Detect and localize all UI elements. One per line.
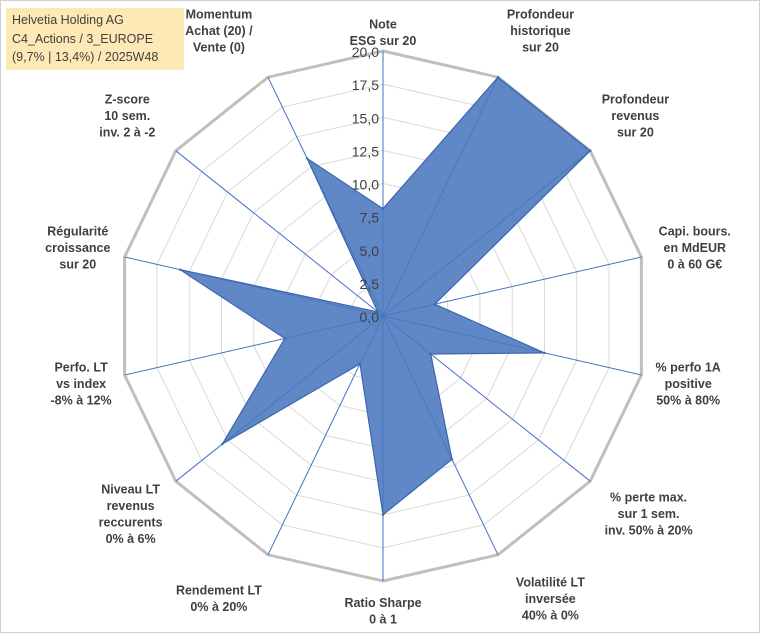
tick-label: 7,5 bbox=[360, 210, 380, 226]
axis-label-line: Ratio Sharpe bbox=[344, 596, 421, 610]
axis-label-line: Niveau LT bbox=[101, 482, 160, 496]
axis-label: % perfo 1A positive 50% à 80% bbox=[656, 360, 721, 407]
axis-label: Momentum Achat (20) / Vente (0) bbox=[185, 8, 253, 55]
axis-spoke bbox=[175, 150, 384, 317]
axis-label: Profondeur revenus sur 20 bbox=[602, 92, 669, 139]
axis-label-line: 0% à 6% bbox=[106, 532, 156, 546]
axis-label-line: Perfo. LT bbox=[54, 360, 108, 374]
axis-label-line: croissance bbox=[45, 241, 110, 255]
series-point bbox=[381, 207, 385, 210]
axis-label-line: 0 à 1 bbox=[369, 613, 397, 627]
axis-label: Profondeur historique sur 20 bbox=[507, 8, 574, 55]
axis-label-line: sur 20 bbox=[59, 258, 96, 272]
axis-label-line: 0 à 60 G€ bbox=[667, 258, 722, 272]
axis-label-line: Régularité bbox=[47, 225, 108, 239]
axis-label-line: revenus bbox=[107, 499, 155, 513]
axis-label-line: Capi. bours. bbox=[659, 225, 731, 239]
axis-label-line: Profondeur bbox=[602, 92, 669, 106]
axis-label-line: Profondeur bbox=[507, 8, 574, 22]
series-point bbox=[429, 352, 432, 356]
axis-label: Régularité croissance sur 20 bbox=[45, 225, 110, 272]
axis-label-line: % perfo 1A bbox=[656, 360, 721, 374]
axis-label-line: 40% à 0% bbox=[522, 608, 579, 622]
axis-label: Perfo. LT vs index -8% à 12% bbox=[51, 360, 112, 407]
axis-label-line: 0% à 20% bbox=[190, 600, 247, 614]
title-line-1: Helvetia Holding AG bbox=[12, 13, 124, 27]
series-point bbox=[179, 268, 182, 271]
chart-title-box: Helvetia Holding AG C4_Actions / 3_EUROP… bbox=[6, 8, 184, 70]
series-point bbox=[433, 303, 436, 306]
tick-label: 2,5 bbox=[360, 276, 380, 292]
axis-label: Capi. bours. en MdEUR 0 à 60 G€ bbox=[659, 225, 731, 272]
tick-label: 0,0 bbox=[360, 309, 380, 325]
series-point bbox=[589, 149, 592, 152]
series-point bbox=[381, 513, 385, 516]
axis-label-line: Vente (0) bbox=[193, 41, 245, 55]
axis-label-line: Note bbox=[369, 18, 397, 32]
axis-label-line: en MdEUR bbox=[664, 241, 727, 255]
axis-label-line: sur 20 bbox=[617, 125, 654, 139]
series-point bbox=[496, 76, 500, 79]
axis-label-line: inv. 2 à -2 bbox=[99, 125, 155, 139]
axis-label-line: Momentum bbox=[186, 8, 253, 22]
axis-label-line: revenus bbox=[611, 109, 659, 123]
title-line-2: C4_Actions / 3_EUROPE bbox=[12, 31, 154, 46]
axis-label-line: inversée bbox=[525, 592, 576, 606]
series-point bbox=[221, 442, 224, 446]
axis-label-line: sur 1 sem. bbox=[618, 507, 680, 521]
title-line-3: (9,7% | 13,4%) / 2025W48 bbox=[12, 50, 159, 64]
tick-label: 10,0 bbox=[352, 177, 379, 193]
axis-label-line: 50% à 80% bbox=[656, 393, 720, 407]
axis-label-line: -8% à 12% bbox=[51, 393, 112, 407]
tick-layer: 0,0 2,5 5,0 7,5 10,0 12,5 15,0 17,5 20,0 bbox=[352, 44, 379, 325]
axis-label-line: inv. 50% à 20% bbox=[605, 524, 693, 538]
tick-label: 15,0 bbox=[352, 110, 379, 126]
axis-label: Volatilité LT inversée 40% à 0% bbox=[516, 575, 585, 622]
axis-label: Note ESG sur 20 bbox=[350, 18, 417, 49]
axis-label: Rendement LT 0% à 20% bbox=[176, 584, 262, 615]
axis-label: Z-score 10 sem. inv. 2 à -2 bbox=[99, 92, 155, 139]
series-point bbox=[305, 157, 309, 160]
axis-label-line: Achat (20) / bbox=[185, 24, 253, 38]
axis-label-line: historique bbox=[510, 24, 570, 38]
axis-label-line: % perte max. bbox=[610, 491, 687, 505]
series-layer bbox=[179, 76, 592, 516]
axis-label-line: sur 20 bbox=[522, 41, 559, 55]
axis-label-line: Volatilité LT bbox=[516, 575, 585, 589]
axis-label-line: Z-score bbox=[105, 92, 150, 106]
axis-label: % perte max. sur 1 sem. inv. 50% à 20% bbox=[605, 491, 693, 538]
axis-label-line: positive bbox=[665, 377, 712, 391]
series-point bbox=[376, 310, 379, 314]
axis-label: Niveau LT revenus reccurents 0% à 6% bbox=[99, 482, 163, 546]
axis-label-line: Rendement LT bbox=[176, 584, 262, 598]
series-point bbox=[358, 362, 362, 365]
label-layer: Note ESG sur 20 Profondeur historique sur 20… bbox=[45, 8, 731, 627]
axis-label-line: vs index bbox=[56, 377, 106, 391]
tick-label: 12,5 bbox=[352, 143, 379, 159]
series-point bbox=[283, 337, 286, 340]
axis-label-line: 10 sem. bbox=[104, 109, 150, 123]
tick-label: 17,5 bbox=[352, 77, 379, 93]
axis-label: Ratio Sharpe 0 à 1 bbox=[344, 596, 421, 627]
series-point bbox=[543, 351, 546, 355]
tick-label: 20,0 bbox=[352, 44, 379, 60]
tick-label: 5,0 bbox=[360, 243, 380, 259]
series-point bbox=[450, 458, 454, 461]
axis-label-line: reccurents bbox=[99, 515, 163, 529]
series-area bbox=[179, 76, 592, 516]
axis-label-line: ESG sur 20 bbox=[350, 34, 417, 48]
